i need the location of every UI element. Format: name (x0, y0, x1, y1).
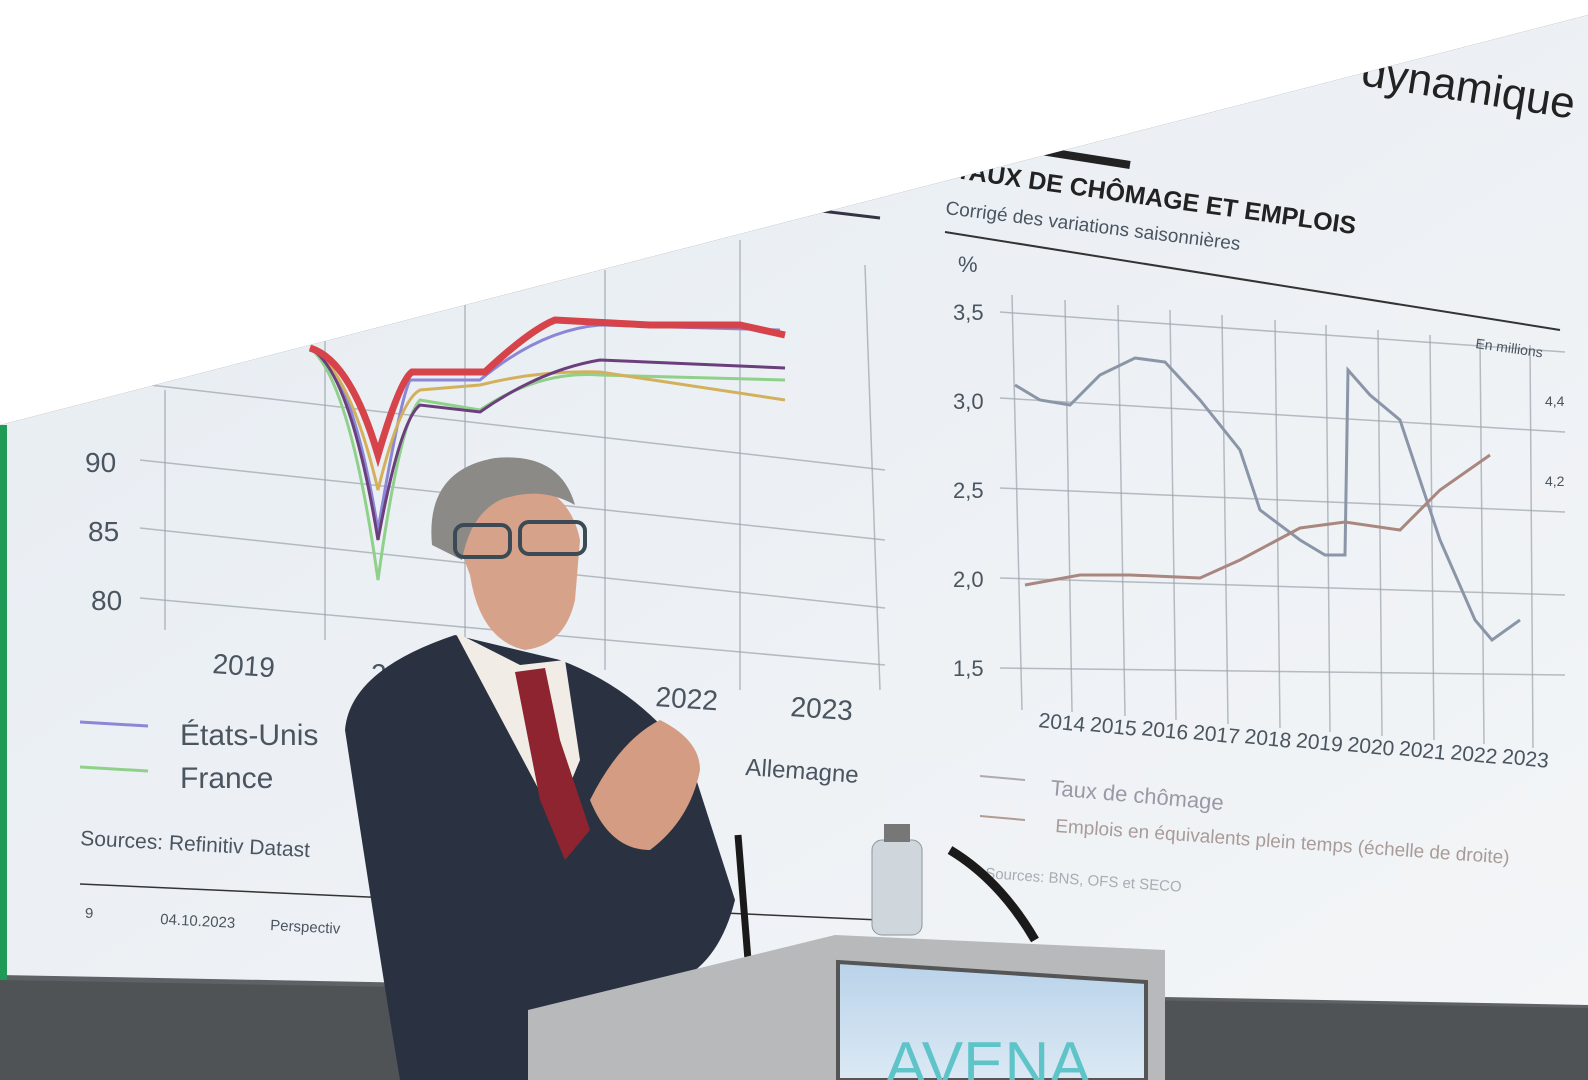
x-tick-label: 2022 (1449, 741, 1498, 769)
y-tick-label: 2,0 (953, 567, 984, 592)
x-tick-label: 2023 (790, 691, 854, 726)
x-tick-label: 2015 (1089, 713, 1138, 741)
scene: dynamique TAUX DE CHÔMAGE ET EMPLOIS Cor… (0, 0, 1588, 1080)
y-tick-label: 3,0 (953, 389, 984, 414)
x-tick-label: 2017 (1192, 721, 1241, 749)
y2-tick-label: 4,2 (1545, 473, 1565, 489)
x-tick-label: 2016 (1140, 717, 1189, 745)
x-tick-label: 2014 (1037, 709, 1086, 737)
y2-tick-label: 4,4 (1545, 393, 1565, 409)
y-tick-label: 1,5 (953, 656, 984, 681)
page-number: 9 (85, 905, 93, 922)
green-edge (0, 425, 7, 985)
x-tick-label: 2021 (1398, 737, 1447, 765)
x-tick-label: 2018 (1243, 725, 1292, 753)
water-bottle (872, 840, 922, 935)
unit-label: % (958, 252, 978, 277)
photo: dynamique TAUX DE CHÔMAGE ET EMPLOIS Cor… (0, 0, 1588, 1080)
x-tick-label: 2019 (212, 648, 276, 683)
x-tick-label: 2023 (1501, 745, 1550, 773)
y-tick-label: 85 (88, 516, 119, 547)
x-tick-label: 2022 (655, 681, 719, 716)
legend-label: États-Unis (180, 719, 318, 752)
x-tick-label: 2020 (1346, 733, 1395, 761)
page: dynamique TAUX DE CHÔMAGE ET EMPLOIS Cor… (0, 0, 1588, 1080)
bottle-cap (884, 824, 910, 842)
y-tick-label: 90 (85, 447, 116, 478)
y-tick-label: 80 (91, 585, 122, 616)
y-tick-label: 2,5 (953, 478, 984, 503)
podium-label: AVENA (885, 1030, 1091, 1080)
y-tick-label: 3,5 (953, 300, 984, 325)
legend-label: France (180, 762, 273, 795)
x-tick-label: 2019 (1295, 729, 1344, 757)
